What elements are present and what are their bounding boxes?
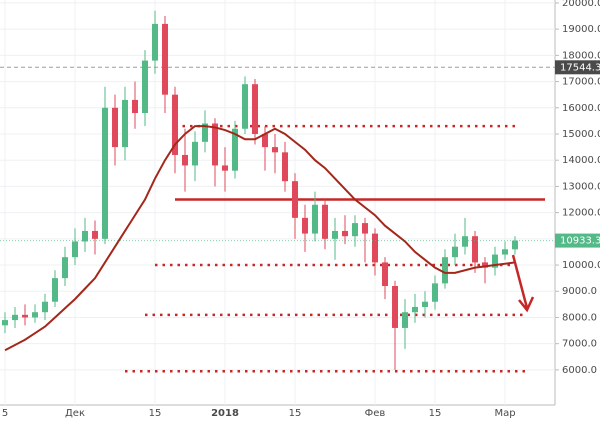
x-tick-label: 15 xyxy=(289,408,302,419)
y-tick-label: 7000.0 xyxy=(562,339,597,350)
price-label: 17544.3 xyxy=(560,62,600,73)
y-tick-label: 18000.0 xyxy=(562,50,600,61)
candle-body xyxy=(112,107,118,148)
y-tick-label: 17000.0 xyxy=(562,77,600,88)
candle-body xyxy=(492,254,498,268)
candle-body xyxy=(62,257,68,279)
candle-body xyxy=(142,60,148,114)
candle-body xyxy=(382,262,388,287)
y-tick-label: 20000.0 xyxy=(562,0,600,9)
candle-body xyxy=(182,154,188,166)
candle-body xyxy=(82,230,88,242)
candle-body xyxy=(272,147,278,153)
last-price-label: 10933.3 xyxy=(560,236,600,247)
x-tick-label: Фев xyxy=(365,408,386,419)
candle-body xyxy=(422,301,428,307)
candle-body xyxy=(472,236,478,263)
candle-body xyxy=(202,123,208,142)
candle-body xyxy=(222,165,228,171)
moving-average xyxy=(4,125,516,352)
candle-body xyxy=(12,314,18,321)
candle-body xyxy=(332,230,338,239)
candle-body xyxy=(232,128,238,171)
candle-body xyxy=(412,306,418,313)
x-tick-label: Дек xyxy=(65,408,85,419)
candle-body xyxy=(362,223,368,234)
candle-body xyxy=(432,283,438,302)
candle-body xyxy=(252,84,258,134)
candle-body xyxy=(302,217,308,234)
candle-body xyxy=(32,312,38,318)
y-tick-label: 13000.0 xyxy=(562,181,600,192)
candle-body xyxy=(352,223,358,237)
candle-body xyxy=(482,262,488,268)
candle-body xyxy=(102,107,108,239)
candle-body xyxy=(282,152,288,182)
candle-body xyxy=(392,286,398,328)
candle-body xyxy=(22,314,28,318)
y-tick-label: 9000.0 xyxy=(562,286,597,297)
y-tick-label: 19000.0 xyxy=(562,24,600,35)
candle-body xyxy=(122,99,128,148)
y-tick-label: 15000.0 xyxy=(562,129,600,140)
candle-body xyxy=(52,278,58,302)
candle-body xyxy=(322,204,328,239)
candle-body xyxy=(502,249,508,255)
candle-body xyxy=(402,312,408,328)
y-tick-label: 12000.0 xyxy=(562,208,600,219)
y-tick-label: 6000.0 xyxy=(562,365,597,376)
candle-body xyxy=(342,230,348,237)
candle-body xyxy=(372,233,378,263)
candle-body xyxy=(2,320,8,326)
candle-body xyxy=(212,123,218,166)
candle-body xyxy=(162,23,168,95)
price-label-box xyxy=(555,60,600,75)
candle-body xyxy=(242,84,248,129)
y-tick-label: 10000.0 xyxy=(562,260,600,271)
candle-body xyxy=(442,257,448,284)
y-tick-label: 16000.0 xyxy=(562,103,600,114)
y-tick-label: 8000.0 xyxy=(562,312,597,323)
candle-body xyxy=(132,99,138,114)
candle-body xyxy=(512,240,518,250)
y-tick-label: 14000.0 xyxy=(562,155,600,166)
x-tick-label: 2018 xyxy=(211,408,239,419)
x-tick-label: 15 xyxy=(149,408,162,419)
x-tick-label: 5 xyxy=(2,408,8,419)
candle-body xyxy=(172,94,178,155)
candle-body xyxy=(312,204,318,234)
x-tick-label: 15 xyxy=(429,408,442,419)
candle-body xyxy=(72,241,78,258)
candle-body xyxy=(192,141,198,166)
candle-body xyxy=(152,23,158,61)
candle-body xyxy=(462,236,468,247)
last-price-box xyxy=(555,233,600,248)
candle-body xyxy=(452,246,458,258)
x-tick-label: Мар xyxy=(494,408,515,419)
candle-body xyxy=(92,230,98,239)
candle-body xyxy=(42,301,48,313)
candle-body xyxy=(262,133,268,148)
forecast-arrow xyxy=(511,254,535,313)
candle-body xyxy=(292,181,298,218)
